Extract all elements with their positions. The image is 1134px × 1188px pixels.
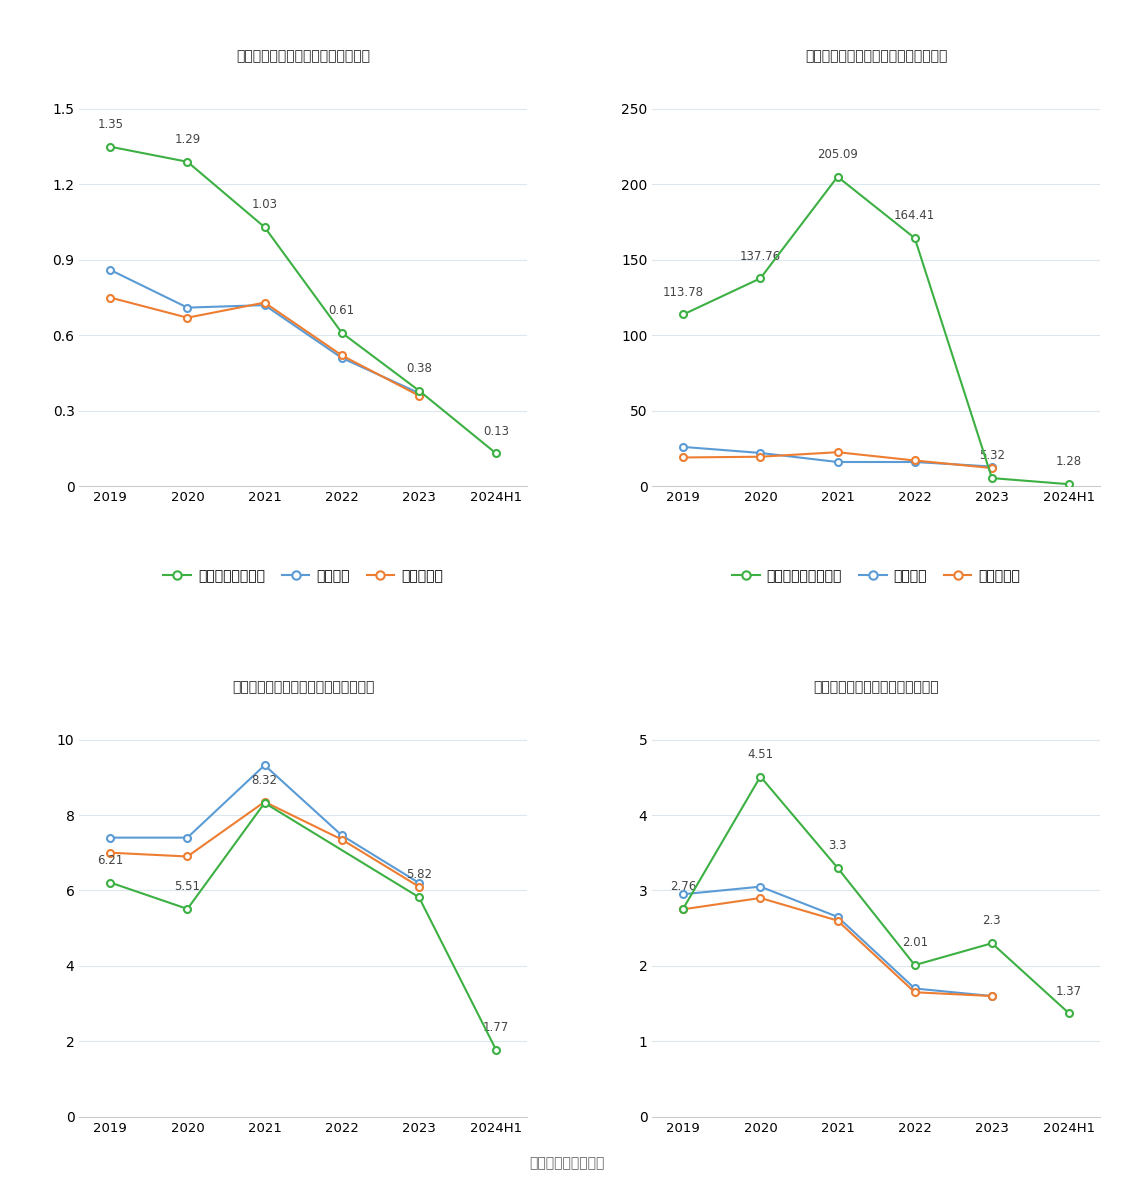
Text: 1.28: 1.28 — [1056, 455, 1082, 468]
Text: 205.09: 205.09 — [818, 148, 858, 162]
Text: 2.76: 2.76 — [670, 880, 696, 892]
Title: 新相微历年固定资产周转率情况（次）: 新相微历年固定资产周转率情况（次） — [805, 49, 947, 63]
Text: 4.51: 4.51 — [747, 747, 773, 760]
Title: 新相微历年总资产周转率情况（次）: 新相微历年总资产周转率情况（次） — [236, 49, 370, 63]
Title: 新相微历年应收账款周转率情况（次）: 新相微历年应收账款周转率情况（次） — [232, 680, 374, 694]
Text: 8.32: 8.32 — [252, 775, 278, 788]
Text: 1.77: 1.77 — [483, 1022, 509, 1035]
Legend: 公司总资产周转率, 行业均值, 行业中位数: 公司总资产周转率, 行业均值, 行业中位数 — [158, 563, 449, 589]
Text: 0.38: 0.38 — [406, 362, 432, 375]
Text: 数据来源：恒生聚源: 数据来源：恒生聚源 — [530, 1156, 604, 1170]
Text: 5.82: 5.82 — [406, 868, 432, 881]
Text: 164.41: 164.41 — [894, 209, 936, 222]
Text: 5.32: 5.32 — [979, 449, 1005, 462]
Text: 1.29: 1.29 — [175, 133, 201, 146]
Text: 137.76: 137.76 — [739, 249, 781, 263]
Text: 1.35: 1.35 — [98, 118, 124, 131]
Text: 3.3: 3.3 — [828, 839, 847, 852]
Text: 113.78: 113.78 — [662, 286, 704, 298]
Title: 新相微历年存货周转率情况（次）: 新相微历年存货周转率情况（次） — [813, 680, 939, 694]
Text: 2.01: 2.01 — [902, 936, 928, 949]
Text: 5.51: 5.51 — [175, 880, 201, 893]
Text: 0.61: 0.61 — [329, 304, 355, 317]
Legend: 公司固定资产周转率, 行业均值, 行业中位数: 公司固定资产周转率, 行业均值, 行业中位数 — [727, 563, 1026, 589]
Text: 1.03: 1.03 — [252, 198, 278, 211]
Text: 6.21: 6.21 — [98, 854, 124, 867]
Text: 0.13: 0.13 — [483, 424, 509, 437]
Text: 1.37: 1.37 — [1056, 985, 1082, 998]
Text: 2.3: 2.3 — [983, 915, 1001, 928]
